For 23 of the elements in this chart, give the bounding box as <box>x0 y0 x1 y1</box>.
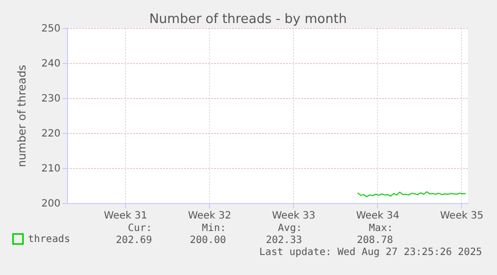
chart-title: Number of threads - by month <box>149 12 347 27</box>
text: Cur: <box>128 223 152 234</box>
x-tick-label: Week 31 <box>104 210 148 222</box>
y-axis-title: number of threads <box>15 64 28 168</box>
x-tick-label: Week 35 <box>440 210 484 222</box>
text: Last update: Wed Aug 27 23:25:26 2025 <box>259 247 482 258</box>
y-tick-label: 250 <box>41 24 60 34</box>
text: Max: <box>368 223 393 234</box>
x-tick-label: Week 33 <box>272 210 316 222</box>
text: 202.69 <box>116 235 152 246</box>
y-tick-label: 210 <box>41 164 60 174</box>
x-tick-label: Week 34 <box>356 210 400 222</box>
legend-label: threads <box>28 234 70 245</box>
x-tick-label: Week 32 <box>188 210 232 222</box>
text: Avg: <box>278 223 302 234</box>
text: 200.00 <box>190 235 226 246</box>
y-tick-label: 220 <box>41 128 60 140</box>
text: 202.33 <box>266 235 302 246</box>
y-tick-label: 240 <box>41 58 60 70</box>
y-tick-label: 230 <box>41 94 60 104</box>
text: Min: <box>202 223 226 234</box>
text: 208.78 <box>356 235 393 246</box>
y-tick-label: 200 <box>41 198 60 210</box>
